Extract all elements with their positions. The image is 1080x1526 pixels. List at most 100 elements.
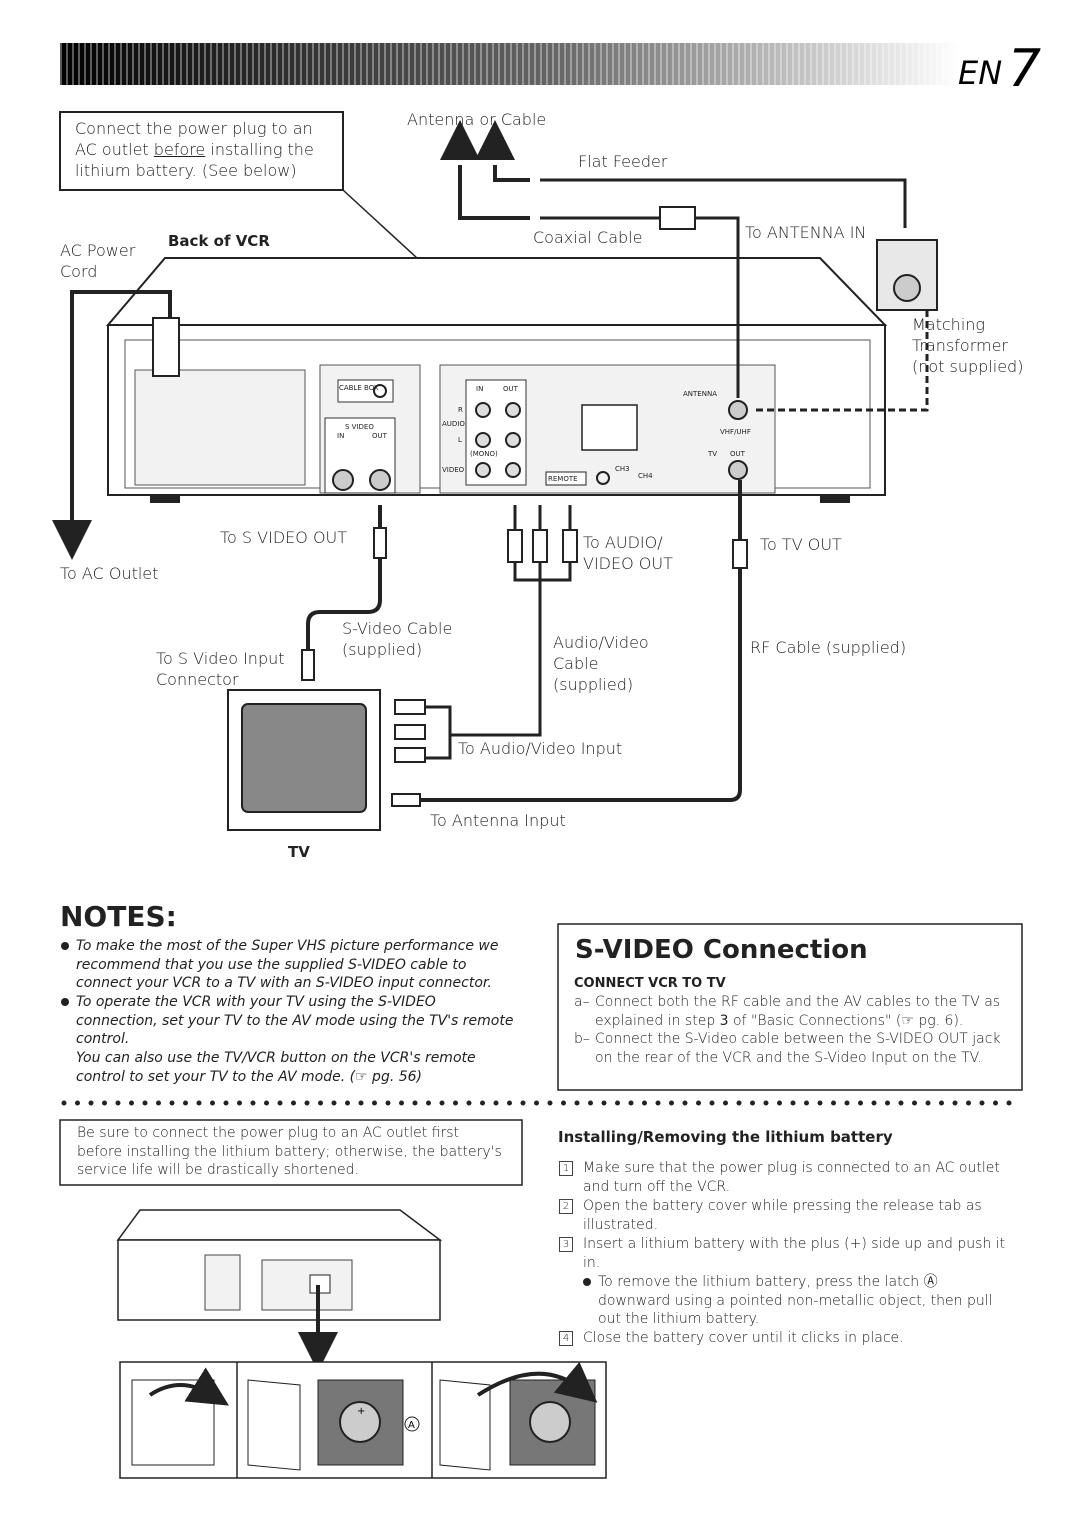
text: installing the lithium battery. (See bel… (75, 140, 314, 180)
panel (204, 1254, 241, 1311)
text: ANTENNA (683, 390, 717, 398)
battery-sub: To remove the lithium battery, press the… (583, 1273, 1008, 1329)
text: Connect both the RF cable and the AV cab… (595, 994, 1001, 1029)
text: S VIDEO (345, 423, 374, 431)
note-item: To make the most of the Super VHS pictur… (61, 937, 521, 993)
shape (394, 724, 426, 740)
bullet (61, 942, 69, 950)
text: To remove the lithium battery, press the… (598, 1274, 993, 1327)
text: Connect the power plug to an AC outlet (75, 119, 313, 159)
shape (394, 747, 426, 763)
label: Back of VCR (168, 232, 270, 250)
note-item: To operate the VCR with your TV using th… (61, 993, 521, 1049)
step-item: b– Connect the S-Video cable between the … (574, 1030, 1015, 1067)
text: of "Basic Connections" (☞ pg. 6). (728, 1012, 964, 1029)
battery (339, 1401, 381, 1443)
cover (247, 1379, 301, 1471)
label: RF Cable (supplied) (750, 638, 907, 657)
jack (369, 469, 391, 491)
text: Connect the S-Video cable between the S-… (595, 1031, 1001, 1066)
battery-step: 3 Insert a lithium battery with the plus … (559, 1235, 1013, 1272)
text: IN (476, 385, 483, 393)
vcr-small-top (116, 1209, 443, 1241)
latch-label: A (408, 1420, 415, 1431)
label: To ANTENNA IN (745, 223, 867, 242)
label: To TV OUT (760, 535, 842, 554)
subtitle: CONNECT VCR TO TV (574, 976, 726, 991)
text: VHF/UHF (720, 428, 751, 436)
text: Open the battery cover while pressing th… (583, 1198, 982, 1233)
vcr-compartment (134, 369, 306, 486)
plug (391, 793, 421, 807)
warning: Be sure to connect the power plug to an … (77, 1125, 502, 1178)
cover (439, 1379, 491, 1471)
latch-circle (404, 1416, 420, 1432)
plug (732, 539, 748, 569)
shape (475, 432, 491, 448)
jack (373, 384, 387, 398)
battery (529, 1401, 571, 1443)
vcr-top (105, 257, 888, 326)
dashed-link (752, 310, 929, 412)
text: OUT (372, 432, 388, 440)
text: VIDEO (442, 466, 465, 474)
label: TV (288, 843, 310, 861)
bullet (61, 998, 69, 1006)
shape (507, 529, 523, 563)
shape (532, 529, 548, 563)
arrow (476, 1361, 598, 1403)
text: OUT (503, 385, 519, 393)
note-extra: You can also use the TV/VCR button on th… (76, 1049, 521, 1086)
header-stripes (60, 43, 960, 85)
shape (394, 699, 426, 715)
text: AUDIO (442, 420, 465, 428)
label: Audio/Video Cable (supplied) (553, 633, 649, 694)
text: TV/VCR (223, 1050, 276, 1066)
plus: + (357, 1406, 365, 1417)
text: 3 (559, 1237, 573, 1252)
s-video-box (557, 923, 1023, 1091)
page-number: 7 (1008, 39, 1041, 99)
label: To S Video Input Connector (156, 649, 285, 689)
tv-screen (241, 703, 367, 813)
foot (150, 495, 180, 503)
av-cable (425, 705, 452, 760)
battery-step: 1 Make sure that the power plug is connec… (559, 1159, 1013, 1196)
text: L (458, 436, 462, 444)
remote-jack (545, 471, 587, 486)
cover (131, 1379, 215, 1466)
shape (475, 462, 491, 478)
arrow (148, 1367, 229, 1406)
coax-connector (659, 206, 696, 230)
text: OUT (730, 450, 746, 458)
text: 1 (559, 1161, 573, 1176)
label: S-Video Cable (supplied) (342, 619, 453, 659)
shape (562, 529, 578, 563)
section-title: S-VIDEO Connection (575, 935, 868, 965)
plug (373, 527, 387, 559)
rf-cable (420, 480, 742, 802)
text: button on the VCR's remote control to se… (76, 1050, 476, 1085)
text: To make the most of the Super VHS pictur… (76, 938, 499, 991)
shape (505, 432, 521, 448)
jack (332, 469, 354, 491)
shape (505, 462, 521, 478)
text: TV (707, 450, 717, 458)
text: REMOTE (548, 475, 578, 483)
text: Close the battery cover until it clicks … (583, 1330, 904, 1346)
antenna-line (458, 165, 530, 220)
text: To operate the VCR with your TV using th… (76, 994, 514, 1047)
coax-line (695, 216, 740, 398)
text: R (458, 406, 463, 414)
text: a– (574, 994, 590, 1010)
label: To Antenna Input (430, 811, 566, 830)
label: To S VIDEO OUT (220, 528, 348, 547)
text: Insert a lithium battery with the plus (… (583, 1236, 1006, 1271)
text: 2 (559, 1199, 573, 1214)
battery-title: Installing/Removing the lithium battery (558, 1128, 893, 1146)
lang: EN (958, 54, 1002, 92)
text: 3 (719, 1012, 729, 1029)
text: CABLE BOX (339, 384, 379, 392)
